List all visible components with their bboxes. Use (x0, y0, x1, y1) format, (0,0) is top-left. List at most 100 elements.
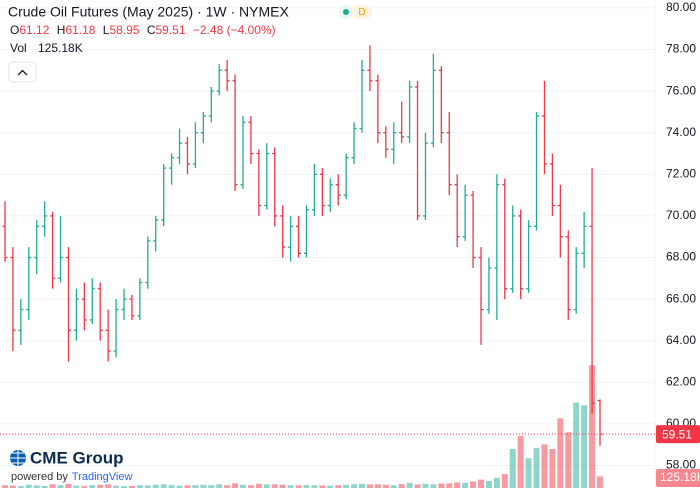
volume-bar (565, 432, 572, 488)
ohlc-bar (557, 184, 563, 258)
powered-by: powered by TradingView (11, 471, 132, 483)
ohlc-bar (589, 168, 595, 414)
ohlc-bar (137, 278, 143, 320)
volume-bar (192, 485, 199, 488)
volume-bar (9, 485, 16, 488)
volume-bar (541, 444, 548, 488)
ohlc-bar (573, 247, 579, 314)
volume-bar (501, 474, 508, 488)
ohlc-bar (351, 122, 357, 164)
volume-bar (263, 484, 270, 488)
volume-bar (176, 485, 183, 488)
volume-bar (359, 483, 365, 488)
ohlc-bar (415, 80, 421, 221)
volume-bar (224, 485, 231, 488)
volume-bar (382, 484, 389, 488)
ohlc-bar (256, 149, 262, 216)
volume-bar (168, 485, 175, 488)
y-tick-label: 78.00 (666, 42, 696, 56)
volume-bar (438, 483, 445, 488)
y-tick-label: 76.00 (666, 83, 696, 97)
y-tick-label: 58.00 (666, 458, 696, 472)
volume-bar (454, 482, 461, 488)
volume-value: 125.18K (38, 41, 83, 55)
delay-badge (352, 5, 372, 19)
volume-bar (573, 402, 580, 488)
volume-bar (414, 484, 421, 488)
ohlc-bar (2, 201, 8, 262)
volume-bar (41, 485, 48, 488)
volume-bar (311, 485, 318, 488)
ohlc-bar (375, 74, 381, 144)
volume-bar (279, 484, 286, 488)
ohlc-bar (478, 247, 484, 345)
logo-text: CME Group (30, 448, 124, 467)
volume-bar (493, 477, 500, 488)
ohlc-bar (50, 211, 56, 289)
y-tick-label: 64.00 (666, 333, 696, 347)
ohlc-bar (367, 45, 373, 92)
ohlc-bar (541, 80, 547, 175)
ohlc-bar (10, 247, 16, 352)
ohlc-bar (224, 59, 230, 92)
volume-bar (208, 485, 215, 488)
ohlc-bar (430, 53, 436, 148)
ohlc-bar (169, 153, 175, 185)
ohlc-bar (105, 309, 111, 362)
y-tick-label: 66.00 (666, 291, 696, 305)
l-label: L (103, 23, 110, 37)
volume-bar (581, 405, 588, 488)
ohlc-bar (34, 220, 40, 275)
ohlc-bar (121, 288, 127, 320)
y-tick-label: 70.00 (666, 208, 696, 222)
volume-bar (216, 484, 223, 488)
ohlc-bar (526, 220, 532, 293)
volume-bar (335, 485, 342, 488)
volume-bar (105, 484, 112, 488)
volume-bar (81, 486, 88, 488)
volume-bar (478, 479, 484, 488)
ohlc-bar (534, 111, 540, 231)
volume-bar (462, 482, 469, 488)
ohlc-bar (565, 230, 571, 320)
ohlc-bar (97, 282, 103, 341)
change: −2.48 (−4.00%) (193, 23, 276, 37)
ohlc-bar (486, 257, 492, 314)
ohlc-bar (200, 111, 206, 144)
ohlc-bar (335, 174, 341, 206)
ohlc-bar (422, 132, 428, 221)
ohlc-bar (272, 147, 278, 227)
last-volume-label: 125.18K (660, 470, 700, 484)
volume-bar (128, 485, 135, 488)
l-value: 58.95 (109, 23, 139, 37)
c-label: C (147, 23, 156, 37)
ohlc-bar (26, 247, 32, 320)
collapse-button[interactable] (8, 61, 37, 83)
chart-title: Crude Oil Futures (May 2025) · 1W · NYME… (8, 4, 290, 20)
ohlc-bar (73, 288, 79, 341)
volume-bar (351, 484, 358, 488)
ohlc-bar (391, 122, 397, 164)
ohlc-bar (208, 86, 214, 123)
volume-bar (485, 481, 492, 488)
ohlc-bar (343, 153, 349, 200)
y-tick-label: 74.00 (666, 125, 696, 139)
ohlc-bar (280, 205, 286, 258)
volume-bar (240, 484, 246, 488)
ohlc-bar (81, 282, 87, 331)
volume-bar (517, 436, 524, 488)
volume-bar (57, 485, 64, 488)
volume-bar (597, 476, 603, 488)
volume-bar (247, 485, 254, 488)
ohlc-bar (311, 163, 317, 216)
volume-bar (390, 485, 397, 488)
ohlc-bar (184, 136, 190, 175)
ohlc-bar (359, 59, 365, 133)
ohlc-bar (264, 143, 270, 210)
ohlc-bar (327, 178, 333, 212)
volume-bar (446, 483, 453, 488)
logo: CME Group powered by TradingView (10, 448, 132, 483)
volume-bar (121, 486, 127, 488)
volume-bar (136, 485, 143, 488)
